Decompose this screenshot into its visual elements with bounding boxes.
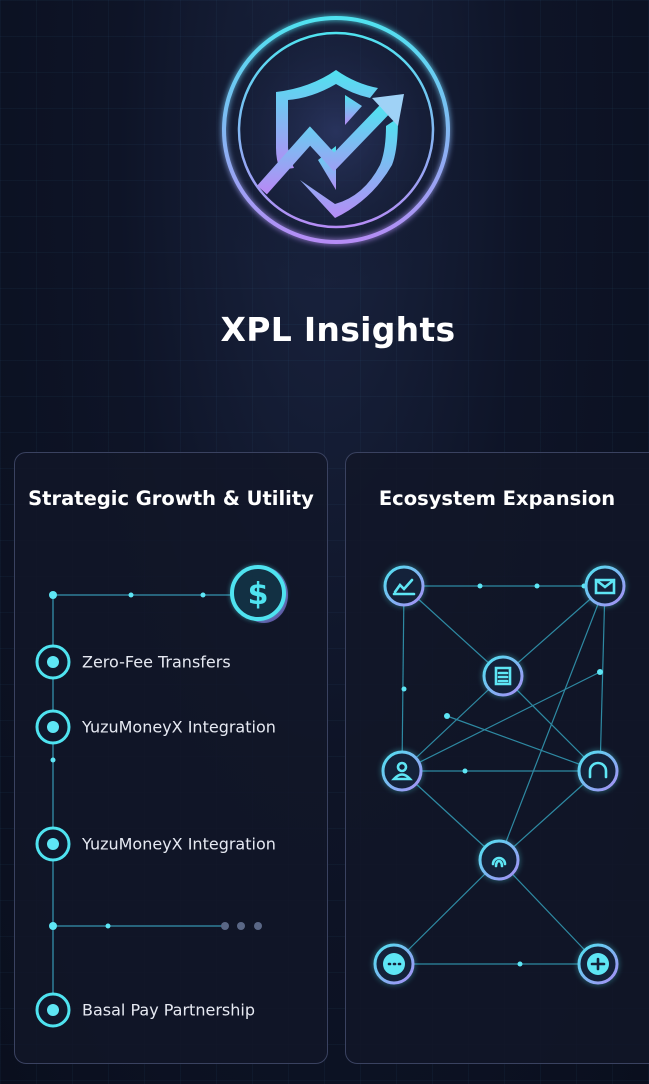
strategic-growth-panel: Strategic Growth & Utility <box>14 452 328 1064</box>
timeline-item-label: YuzuMoneyX Integration <box>82 834 276 854</box>
page-title: XPL Insights <box>220 310 456 349</box>
logo <box>186 0 486 282</box>
ecosystem-expansion-panel: Ecosystem Expansion <box>345 452 649 1064</box>
shield-with-rising-arrow-icon <box>257 70 404 218</box>
timeline-item-label: Zero-Fee Transfers <box>82 652 231 672</box>
logo-outer-ring <box>222 16 450 244</box>
timeline-item-label: Basal Pay Partnership <box>82 1000 255 1020</box>
panel-title: Strategic Growth & Utility <box>28 487 314 510</box>
panel-title: Ecosystem Expansion <box>378 487 616 510</box>
logo-inner-ring <box>237 31 435 229</box>
timeline-item-label: YuzuMoneyX Integration <box>82 717 276 737</box>
